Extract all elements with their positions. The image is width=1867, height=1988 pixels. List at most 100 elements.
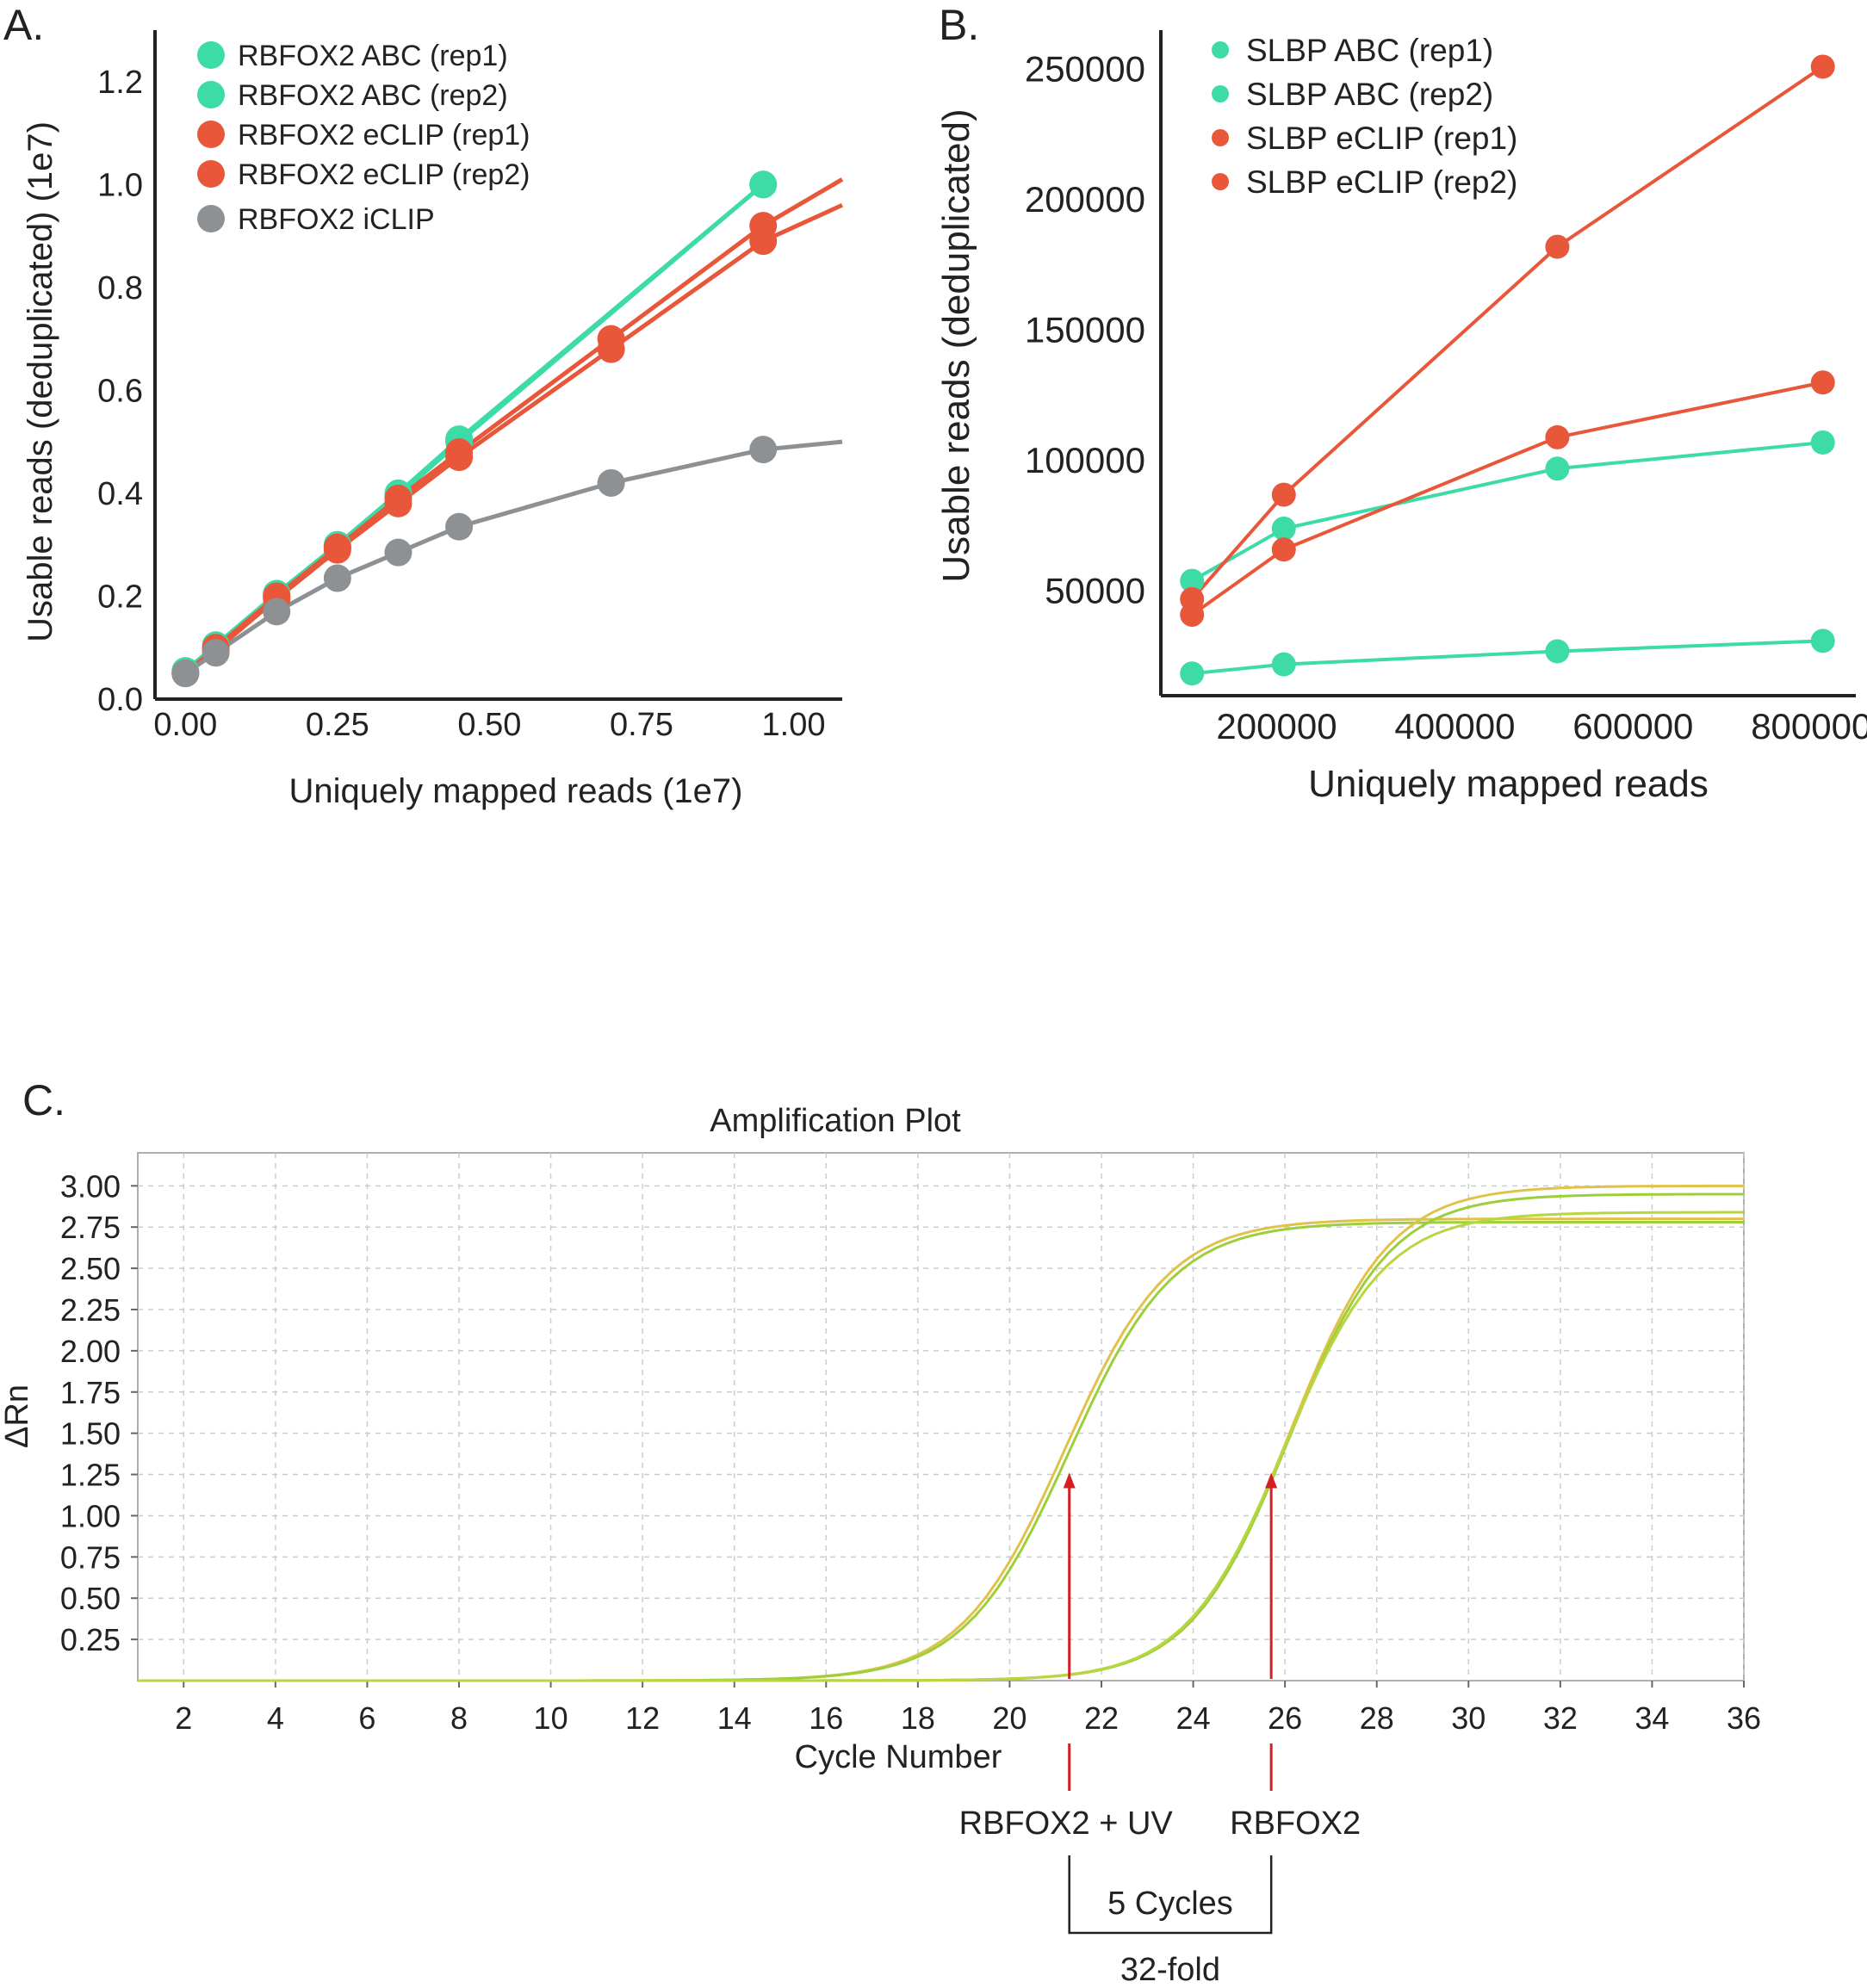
panel-c-label: C. xyxy=(22,1076,65,1124)
x-axis-title: Uniquely mapped reads (1e7) xyxy=(289,772,743,810)
y-tick-label: 50000 xyxy=(1045,571,1145,611)
y-tick-label: 0.6 xyxy=(97,373,143,409)
legend-label: RBFOX2 eCLIP (rep2) xyxy=(238,158,530,191)
x-axis-title: Cycle Number xyxy=(795,1739,1002,1775)
x-tick-label: 34 xyxy=(1634,1700,1669,1736)
data-point xyxy=(1180,568,1205,593)
panel-c-title: Amplification Plot xyxy=(710,1103,961,1139)
data-point xyxy=(323,564,351,592)
y-tick-label: 2.75 xyxy=(60,1210,121,1245)
legend-label: SLBP eCLIP (rep1) xyxy=(1246,121,1517,156)
legend-label: RBFOX2 eCLIP (rep1) xyxy=(238,119,530,152)
legend-label: SLBP ABC (rep2) xyxy=(1246,77,1493,112)
legend-marker xyxy=(1212,173,1229,190)
x-tick-label: 2 xyxy=(175,1700,192,1736)
y-tick-label: 1.2 xyxy=(97,65,143,101)
legend-label: SLBP ABC (rep1) xyxy=(1246,33,1493,68)
legend-label: SLBP eCLIP (rep2) xyxy=(1246,164,1517,200)
y-tick-label: 2.50 xyxy=(60,1251,121,1286)
data-point xyxy=(1271,516,1296,541)
x-tick-label: 10 xyxy=(534,1700,568,1736)
data-point xyxy=(445,443,474,472)
y-tick-label: 2.00 xyxy=(60,1334,121,1369)
legend-marker xyxy=(197,121,225,148)
x-tick-label: 30 xyxy=(1451,1700,1486,1736)
legend-marker xyxy=(197,160,225,188)
data-point xyxy=(1810,54,1835,79)
data-point xyxy=(1180,661,1205,686)
x-tick-label: 400000 xyxy=(1394,706,1515,746)
legend-label: RBFOX2 ABC (rep1) xyxy=(238,40,508,72)
panel-b-label: B. xyxy=(939,1,979,49)
cycles-bracket xyxy=(1068,1855,1273,1935)
data-point xyxy=(323,536,351,564)
data-point xyxy=(263,598,291,626)
y-tick-label: 0.0 xyxy=(97,682,143,718)
label-5-cycles: 5 Cycles xyxy=(1107,1886,1233,1922)
x-tick-label: 14 xyxy=(717,1700,752,1736)
y-tick-label: 1.00 xyxy=(60,1498,121,1533)
x-tick-label: 0.50 xyxy=(457,707,521,743)
x-tick-label: 0.25 xyxy=(306,707,369,743)
data-point xyxy=(749,227,778,256)
legend-marker xyxy=(1212,129,1229,146)
label-32-fold: 32-fold xyxy=(1120,1952,1220,1988)
legend-marker xyxy=(197,41,225,69)
series-line xyxy=(1190,65,1824,601)
x-tick-label: 28 xyxy=(1360,1700,1394,1736)
x-tick-label: 1.00 xyxy=(762,707,826,743)
y-tick-label: 0.4 xyxy=(97,476,143,512)
legend-label: RBFOX2 ABC (rep2) xyxy=(238,79,508,112)
x-tick-label: 6 xyxy=(358,1700,375,1736)
data-point xyxy=(1271,537,1296,562)
x-tick-label: 18 xyxy=(901,1700,935,1736)
amplification-curve xyxy=(138,1211,1744,1682)
y-axis-title: Usable reads (deduplicated) (1e7) xyxy=(22,121,59,642)
series-line xyxy=(183,439,843,676)
y-tick-label: 1.0 xyxy=(97,167,143,203)
legend-marker xyxy=(197,205,225,232)
data-point xyxy=(1810,370,1835,395)
y-tick-label: 1.25 xyxy=(60,1458,121,1493)
panel-b-chart: B. 50000 100000 150000 200000 250000 200000 40… xyxy=(935,1,1867,805)
label-rbfox2: RBFOX2 xyxy=(1230,1805,1361,1842)
data-point xyxy=(749,170,778,199)
data-point xyxy=(1271,482,1296,507)
y-tick-label: 150000 xyxy=(1025,310,1145,350)
legend-label: RBFOX2 iCLIP xyxy=(238,203,435,236)
legend-marker xyxy=(1212,41,1229,59)
series-line xyxy=(1192,639,1823,676)
data-point xyxy=(384,489,412,517)
panel-a-label: A. xyxy=(3,1,44,49)
data-point xyxy=(445,512,474,541)
label-rbfox2-uv: RBFOX2 + UV xyxy=(959,1805,1174,1842)
panel-c-chart: C. Amplification Plot 0.25 0.50 0.75 1.00 1.… xyxy=(0,1076,1761,1988)
data-point xyxy=(1545,639,1570,664)
y-tick-label: 2.25 xyxy=(60,1292,121,1328)
x-tick-label: 26 xyxy=(1268,1700,1302,1736)
data-point xyxy=(1545,456,1570,481)
legend-marker xyxy=(1212,85,1229,102)
y-tick-label: 250000 xyxy=(1025,48,1145,89)
data-point xyxy=(1180,603,1205,628)
series-line xyxy=(1191,381,1824,616)
x-tick-label: 12 xyxy=(625,1700,660,1736)
y-tick-label: 100000 xyxy=(1025,440,1145,480)
x-tick-label: 32 xyxy=(1543,1700,1578,1736)
y-tick-label: 0.2 xyxy=(97,579,143,615)
y-tick-label: 0.25 xyxy=(60,1622,121,1657)
x-tick-label: 22 xyxy=(1084,1700,1119,1736)
x-tick-label: 600000 xyxy=(1572,706,1693,746)
panel-a-chart: A. 0.0 0.2 0.4 0.6 0.8 1.0 1.2 0.00 0.25 0.50 0.75… xyxy=(3,1,844,810)
x-tick-label: 36 xyxy=(1727,1700,1761,1736)
data-point xyxy=(749,436,778,464)
x-tick-label: 20 xyxy=(992,1700,1027,1736)
arrow-plain-head xyxy=(1265,1472,1278,1489)
x-tick-label: 16 xyxy=(809,1700,843,1736)
data-point xyxy=(1271,652,1296,677)
x-tick-label: 0.00 xyxy=(153,707,217,743)
x-tick-label: 200000 xyxy=(1216,706,1337,746)
data-point xyxy=(597,335,625,363)
y-tick-label: 0.50 xyxy=(60,1581,121,1616)
